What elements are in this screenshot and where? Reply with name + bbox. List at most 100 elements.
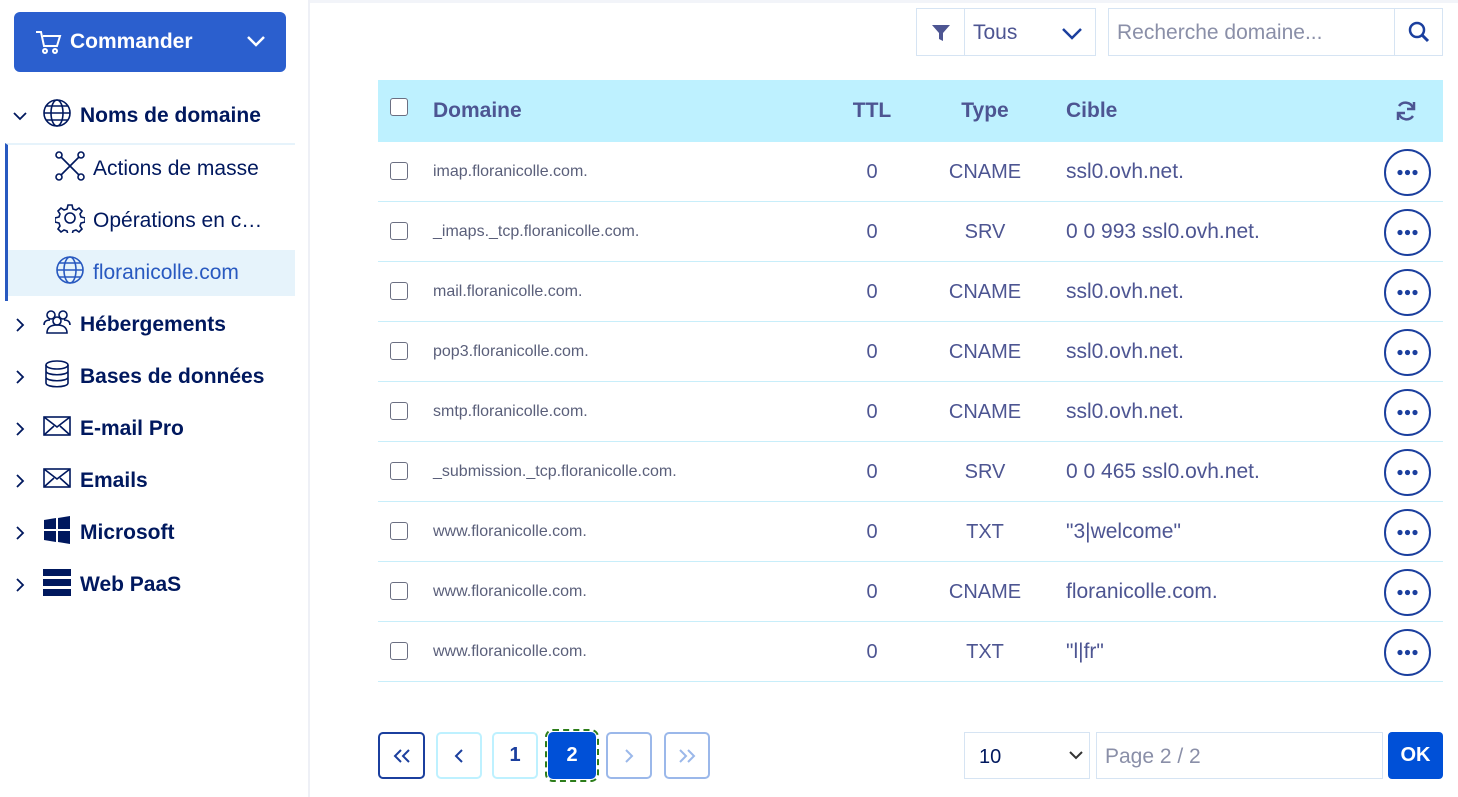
page-placeholder: Page 2 / 2: [1105, 745, 1201, 768]
table-row: _imaps._tcp.floranicolle.com. 0 SRV 0 0 993…: [378, 202, 1443, 262]
menu-item[interactable]: Hébergements: [0, 302, 295, 348]
table-row: pop3.floranicolle.com. 0 CNAME ssl0.ovh.net…: [378, 322, 1443, 382]
actions-button[interactable]: [1384, 269, 1431, 316]
caret: [16, 422, 25, 436]
column-header[interactable]: TTL: [852, 99, 892, 122]
caret: [16, 318, 25, 332]
select-all-checkbox[interactable]: [390, 98, 408, 116]
table-row: mail.floranicolle.com. 0 CNAME ssl0.ovh.net…: [378, 262, 1443, 322]
row-checkbox[interactable]: [390, 162, 408, 180]
submenu-item[interactable]: floranicolle.com: [8, 250, 295, 296]
actions-button[interactable]: [1384, 209, 1431, 256]
search-box[interactable]: Recherche domaine...: [1108, 8, 1443, 56]
filter-value: Tous: [973, 21, 1018, 44]
submenu-label: Actions de masse: [93, 157, 259, 180]
domain-cell: imap.floranicolle.com.: [433, 163, 588, 180]
menu-item[interactable]: Bases de données: [0, 354, 295, 400]
domain-cell: pop3.floranicolle.com.: [433, 343, 589, 360]
page-button[interactable]: 1: [492, 732, 538, 779]
menu-item[interactable]: E-mail Pro: [0, 406, 295, 452]
actions-button[interactable]: [1384, 329, 1431, 376]
page-input[interactable]: Page 2 / 2: [1096, 732, 1383, 779]
column-header[interactable]: Domaine: [433, 99, 522, 122]
table-header: Domaine TTL Type Cible: [378, 80, 1443, 142]
double-left-icon: [393, 748, 410, 763]
row-checkbox[interactable]: [390, 582, 408, 600]
menu-label: Web PaaS: [80, 573, 182, 596]
last-page[interactable]: [664, 732, 710, 779]
icon-graphic: [43, 468, 71, 488]
submenu-item[interactable]: Opérations en c…: [8, 198, 295, 244]
type-cell: TXT: [966, 520, 1004, 543]
actions-button[interactable]: [1384, 509, 1431, 556]
row-checkbox[interactable]: [390, 222, 408, 240]
ttl-cell: 0: [866, 220, 878, 243]
type-cell: CNAME: [948, 580, 1022, 603]
menu-icon: [42, 411, 72, 447]
icon-graphic: [43, 569, 71, 596]
row-checkbox[interactable]: [390, 642, 408, 660]
chevron: [1062, 28, 1082, 40]
submenu-item[interactable]: Actions de masse: [8, 146, 295, 192]
caret: [13, 112, 27, 121]
menu-item[interactable]: Noms de domaine: [0, 93, 295, 139]
previous-page[interactable]: [436, 732, 482, 779]
ttl-cell: 0: [866, 340, 878, 363]
order-button[interactable]: Commander: [14, 12, 286, 72]
page-button[interactable]: 2: [545, 729, 599, 782]
actions-button[interactable]: [1384, 389, 1431, 436]
filter-icon: [932, 25, 950, 41]
actions-button[interactable]: [1384, 149, 1431, 196]
actions-button[interactable]: [1384, 629, 1431, 676]
target-cell: "l|fr": [1066, 640, 1104, 663]
ttl-cell: 0: [866, 160, 878, 183]
chevron: [1069, 751, 1083, 760]
target-cell: ssl0.ovh.net.: [1066, 280, 1184, 303]
submenu-icon: [55, 151, 85, 187]
dots-icon: [1397, 289, 1418, 296]
icon-graphic: [56, 256, 84, 284]
row-checkbox[interactable]: [390, 462, 408, 480]
table-row: smtp.floranicolle.com. 0 CNAME ssl0.ovh.net…: [378, 382, 1443, 442]
domain-cell: www.floranicolle.com.: [433, 523, 587, 540]
column-header[interactable]: Type: [961, 99, 1009, 122]
submenu-label: floranicolle.com: [93, 261, 239, 284]
column-header[interactable]: Cible: [1066, 99, 1118, 122]
actions-button[interactable]: [1384, 449, 1431, 496]
type-cell: SRV: [964, 460, 1006, 483]
menu-label: Emails: [80, 469, 148, 492]
cart-icon: [36, 31, 62, 54]
menu-item[interactable]: Microsoft: [0, 510, 295, 556]
row-checkbox[interactable]: [390, 342, 408, 360]
target-cell: ssl0.ovh.net.: [1066, 340, 1184, 363]
menu-icon: [42, 463, 72, 499]
target-cell: ssl0.ovh.net.: [1066, 400, 1184, 423]
menu-label: E-mail Pro: [80, 417, 184, 440]
refresh-icon[interactable]: [1395, 100, 1417, 122]
dots-icon: [1397, 469, 1418, 476]
dots-icon: [1397, 409, 1418, 416]
domain-cell: _submission._tcp.floranicolle.com.: [433, 463, 677, 480]
page-size-select[interactable]: 10: [964, 732, 1090, 779]
row-checkbox[interactable]: [390, 522, 408, 540]
menu-item[interactable]: Web PaaS: [0, 562, 295, 608]
icon-graphic: [55, 151, 85, 181]
top-bar: [310, 0, 1458, 3]
ok-button[interactable]: OK: [1388, 732, 1443, 779]
row-checkbox[interactable]: [390, 282, 408, 300]
filter-select[interactable]: Tous: [916, 8, 1096, 56]
row-checkbox[interactable]: [390, 402, 408, 420]
menu-item[interactable]: Emails: [0, 458, 295, 504]
type-cell: CNAME: [948, 400, 1022, 423]
next-page[interactable]: [606, 732, 652, 779]
target-cell: 0 0 465 ssl0.ovh.net.: [1066, 460, 1260, 483]
ttl-cell: 0: [866, 580, 878, 603]
type-cell: CNAME: [948, 160, 1022, 183]
actions-button[interactable]: [1384, 569, 1431, 616]
first-page[interactable]: [378, 732, 425, 779]
submenu-icon: [55, 255, 85, 291]
target-cell: 0 0 993 ssl0.ovh.net.: [1066, 220, 1260, 243]
domain-cell: mail.floranicolle.com.: [433, 283, 583, 300]
search-icon[interactable]: [1408, 21, 1430, 43]
